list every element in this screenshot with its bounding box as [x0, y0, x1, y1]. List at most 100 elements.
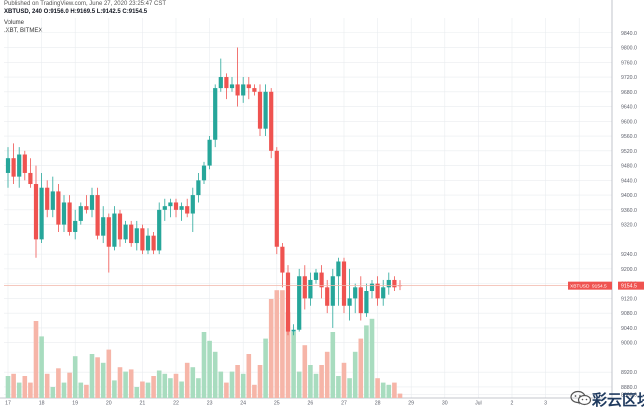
candle-body [224, 77, 229, 89]
candle-body [134, 228, 139, 244]
volume-bar [369, 318, 375, 398]
candle-body [235, 84, 240, 96]
y-tick-label: 8860.0 [621, 392, 637, 398]
candle-body [313, 272, 319, 280]
volume-bar [11, 373, 16, 398]
candle-body [257, 91, 263, 129]
symbol-ohlc-line: XBTUSD, 240 O:9156.0 H:9169.5 L:9142.5 C… [4, 9, 148, 15]
candle-body [89, 195, 95, 210]
candle-body [353, 287, 358, 299]
volume-bar [168, 378, 173, 398]
candle-body [386, 279, 391, 288]
volume-bar [375, 378, 380, 398]
x-tick-label: 29 [408, 401, 414, 407]
volume-bar [319, 365, 324, 398]
volume-bar [134, 387, 140, 398]
y-tick-label: 9760.0 [621, 60, 637, 66]
volume-bar [224, 382, 229, 398]
x-tick-label: 30 [442, 401, 448, 407]
candle-body [173, 202, 179, 210]
candle-body [364, 291, 369, 314]
candle-body [263, 91, 268, 129]
candle-body [17, 154, 22, 177]
candle-body [129, 224, 134, 244]
y-tick-label: 9560.0 [621, 134, 637, 140]
volume-bar [364, 325, 369, 398]
candle-body [381, 287, 386, 299]
candle-body [162, 206, 167, 210]
volume-bar [324, 351, 330, 398]
y-tick-label: 9680.0 [621, 90, 637, 96]
candle-body [106, 217, 111, 247]
candle-body [140, 228, 145, 251]
volume-bar [78, 382, 84, 398]
volume-bar [50, 387, 56, 398]
price-tag-value: 9154.5 [592, 284, 607, 290]
volume-bar [212, 351, 218, 398]
x-tick-label: 2 [511, 401, 514, 407]
volume-bar [330, 332, 336, 398]
volume-bar [392, 382, 397, 398]
y-tick-label: 9600.0 [621, 119, 637, 125]
candle-body [11, 158, 16, 177]
volume-bar [33, 321, 39, 398]
candle-body [369, 283, 375, 292]
candle-body [45, 187, 50, 210]
candle-body [185, 206, 190, 214]
volume-bar [117, 367, 123, 398]
volume-bar [341, 362, 347, 398]
candle-body [196, 180, 201, 196]
volume-bar [397, 393, 403, 398]
volume-bar [246, 354, 252, 398]
volume-bar [386, 384, 392, 398]
y-tick-label: 9400.0 [621, 193, 637, 199]
volume-bar [123, 371, 128, 398]
candle-body [330, 276, 335, 306]
volume-bar [156, 370, 162, 398]
candles [5, 47, 403, 336]
y-tick-label: 9360.0 [621, 208, 637, 214]
x-tick-label: Jul [475, 401, 482, 407]
price-tag-symbol: XBTUSD [570, 284, 590, 290]
candle-body [308, 279, 313, 299]
candle-body [218, 77, 223, 89]
volume-bar [190, 367, 196, 398]
candle-body [347, 298, 352, 306]
x-tick-label: 22 [173, 401, 179, 407]
candle-body [252, 88, 257, 92]
volume-bar [201, 332, 207, 398]
y-tick-label: 9200.0 [621, 267, 637, 273]
y-tick-label: 9440.0 [621, 178, 637, 184]
x-tick-label: 28 [375, 401, 381, 407]
candle-body [117, 213, 123, 240]
candle-body [28, 172, 33, 185]
x-tick-label: 24 [240, 401, 246, 407]
candle-body [5, 158, 11, 173]
candle-body [39, 187, 44, 240]
candle-body [168, 202, 173, 207]
candle-body [358, 287, 363, 314]
volume-bar [100, 362, 106, 398]
time-axis: 17 18 19 20 21 22 23 24 25 26 27 28 29 30 Jul 2 3 4 [5, 401, 581, 407]
candle-body [246, 84, 251, 89]
x-tick-label: 23 [207, 401, 213, 407]
volume-bar [22, 376, 28, 398]
volume-bar [302, 345, 308, 398]
volume-bar [308, 365, 313, 398]
y-tick-label: 9800.0 [621, 46, 637, 52]
candle-body [274, 150, 279, 247]
y-tick-label: 9480.0 [621, 164, 637, 170]
volume-bar [28, 382, 33, 398]
candle-body [101, 217, 106, 236]
candle-body [285, 272, 291, 332]
y-tick-label: 9640.0 [621, 105, 637, 111]
volume-bar [352, 351, 358, 398]
volume-bar [285, 312, 291, 398]
y-tick-label: 9040.0 [621, 326, 637, 332]
volume-bar [336, 376, 341, 398]
volume-bar [44, 373, 50, 398]
x-tick-label: 20 [106, 401, 112, 407]
volume-bar [5, 376, 11, 398]
